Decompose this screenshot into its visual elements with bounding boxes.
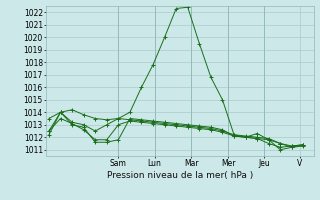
- X-axis label: Pression niveau de la mer( hPa ): Pression niveau de la mer( hPa ): [107, 171, 253, 180]
